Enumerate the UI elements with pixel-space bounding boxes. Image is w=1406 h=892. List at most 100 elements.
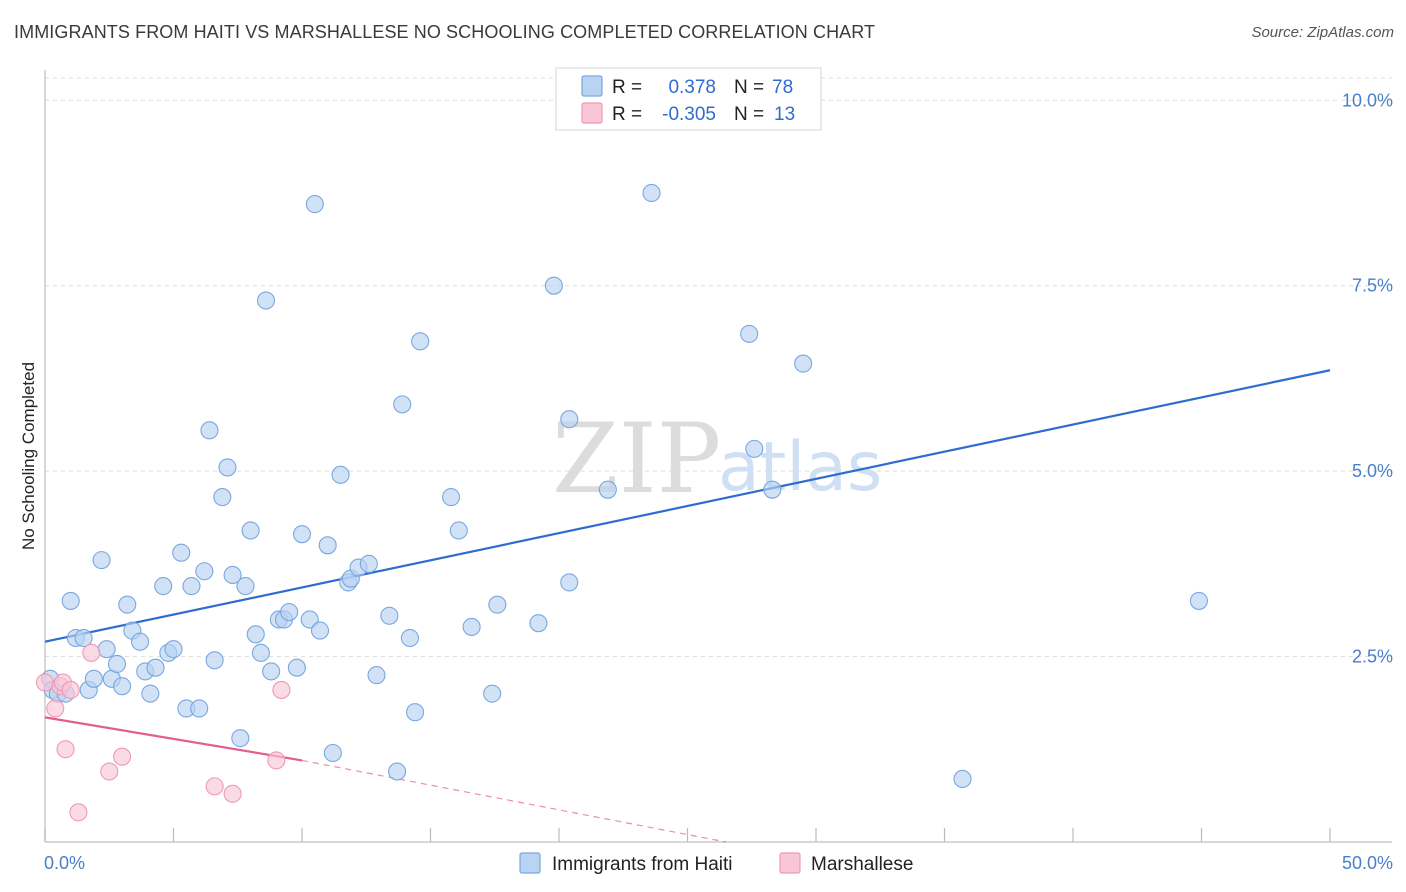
- point-marshallese: [205, 777, 224, 796]
- stats-swatch-marshallese: [581, 102, 603, 124]
- point-haiti: [406, 703, 425, 722]
- point-haiti: [1189, 591, 1208, 610]
- point-haiti: [213, 488, 232, 507]
- point-haiti: [411, 332, 430, 351]
- point-haiti: [190, 699, 209, 718]
- point-haiti: [544, 276, 563, 295]
- source-credit: Source: ZipAtlas.com: [1251, 24, 1394, 41]
- legend: Immigrants from Haiti Marshallese: [519, 852, 913, 875]
- point-haiti: [598, 480, 617, 499]
- trend-lines: [44, 369, 1331, 843]
- y-tick-label: 7.5%: [1352, 276, 1393, 296]
- stats-haiti-r-value: 0.378: [668, 77, 716, 98]
- point-haiti: [560, 573, 579, 592]
- point-haiti: [200, 421, 219, 440]
- x-tick-label-min: 0.0%: [44, 853, 85, 873]
- trend-line-haiti: [44, 369, 1331, 643]
- point-haiti: [310, 621, 330, 640]
- stats-haiti-r-label: R =: [612, 77, 642, 98]
- stats-haiti-n-value: 78: [772, 77, 793, 98]
- point-marshallese: [46, 699, 65, 718]
- point-haiti: [280, 603, 299, 622]
- point-haiti: [449, 521, 468, 540]
- point-haiti: [462, 617, 481, 636]
- y-tick-label: 2.5%: [1352, 647, 1393, 667]
- point-haiti: [205, 651, 224, 670]
- point-haiti: [488, 595, 507, 614]
- point-haiti: [231, 729, 250, 748]
- point-haiti: [794, 354, 813, 373]
- watermark-zip: ZIP: [552, 403, 721, 515]
- stats-box: R = 0.378 N = 78 R = -0.305 N = 13: [555, 67, 822, 131]
- point-marshallese: [113, 747, 132, 766]
- point-marshallese: [223, 784, 242, 803]
- point-haiti: [118, 595, 137, 614]
- legend-label-haiti: Immigrants from Haiti: [552, 854, 733, 875]
- point-haiti: [318, 536, 337, 555]
- y-axis-label: No Schooling Completed: [19, 362, 38, 550]
- point-haiti: [367, 666, 386, 685]
- point-haiti: [262, 662, 281, 681]
- point-haiti: [107, 654, 127, 674]
- point-haiti: [113, 677, 132, 696]
- point-haiti: [323, 743, 342, 763]
- trend-line-marshallese: [44, 716, 303, 762]
- stats-swatch-haiti: [581, 75, 603, 97]
- point-haiti: [400, 628, 419, 648]
- point-marshallese: [267, 751, 286, 770]
- stats-marsh-n-label: N =: [734, 104, 764, 125]
- point-haiti: [393, 395, 412, 414]
- point-haiti: [154, 577, 173, 596]
- point-haiti: [331, 465, 350, 484]
- point-marshallese: [61, 680, 80, 699]
- point-haiti: [953, 769, 972, 789]
- point-haiti: [256, 291, 276, 310]
- point-haiti: [97, 640, 116, 659]
- legend-label-marshallese: Marshallese: [811, 854, 913, 875]
- point-haiti: [131, 632, 150, 651]
- point-haiti: [61, 591, 80, 610]
- trend-line-marshallese-extension: [301, 759, 727, 843]
- point-haiti: [146, 658, 165, 677]
- stats-marsh-r-value: -0.305: [662, 104, 716, 125]
- stats-haiti-n-label: N =: [734, 77, 764, 98]
- legend-swatch-marshallese: [779, 852, 801, 874]
- point-haiti: [195, 562, 214, 581]
- point-haiti: [300, 610, 319, 629]
- point-haiti: [246, 625, 265, 644]
- scatter-points: [35, 183, 1208, 822]
- point-haiti: [164, 640, 183, 659]
- legend-swatch-haiti: [519, 852, 541, 874]
- point-haiti: [560, 410, 579, 429]
- point-haiti: [141, 684, 160, 703]
- point-haiti: [241, 521, 260, 540]
- gridlines: [45, 77, 1392, 658]
- point-haiti: [483, 684, 502, 703]
- point-haiti: [236, 577, 255, 596]
- point-haiti: [172, 543, 191, 562]
- point-haiti: [745, 439, 764, 458]
- y-tick-labels: 2.5% 5.0% 7.5% 10.0%: [1342, 90, 1393, 666]
- point-haiti: [287, 658, 306, 677]
- point-marshallese: [69, 803, 88, 822]
- point-haiti: [305, 195, 324, 214]
- point-marshallese: [82, 643, 101, 662]
- x-tick-label-max: 50.0%: [1342, 853, 1393, 873]
- point-haiti: [182, 577, 201, 596]
- y-tick-label: 10.0%: [1342, 90, 1393, 110]
- point-marshallese: [100, 762, 119, 781]
- point-haiti: [92, 551, 111, 570]
- point-haiti: [642, 183, 661, 203]
- point-haiti: [223, 565, 242, 585]
- point-haiti: [218, 458, 237, 477]
- stats-marsh-n-value: 13: [774, 104, 795, 125]
- point-haiti: [740, 324, 759, 343]
- chart-title: IMMIGRANTS FROM HAITI VS MARSHALLESE NO …: [14, 22, 876, 42]
- stats-marsh-r-label: R =: [612, 104, 642, 125]
- point-marshallese: [272, 680, 291, 699]
- point-haiti: [74, 628, 93, 648]
- point-marshallese: [35, 673, 55, 692]
- point-haiti: [292, 525, 312, 544]
- y-tick-label: 5.0%: [1352, 461, 1393, 481]
